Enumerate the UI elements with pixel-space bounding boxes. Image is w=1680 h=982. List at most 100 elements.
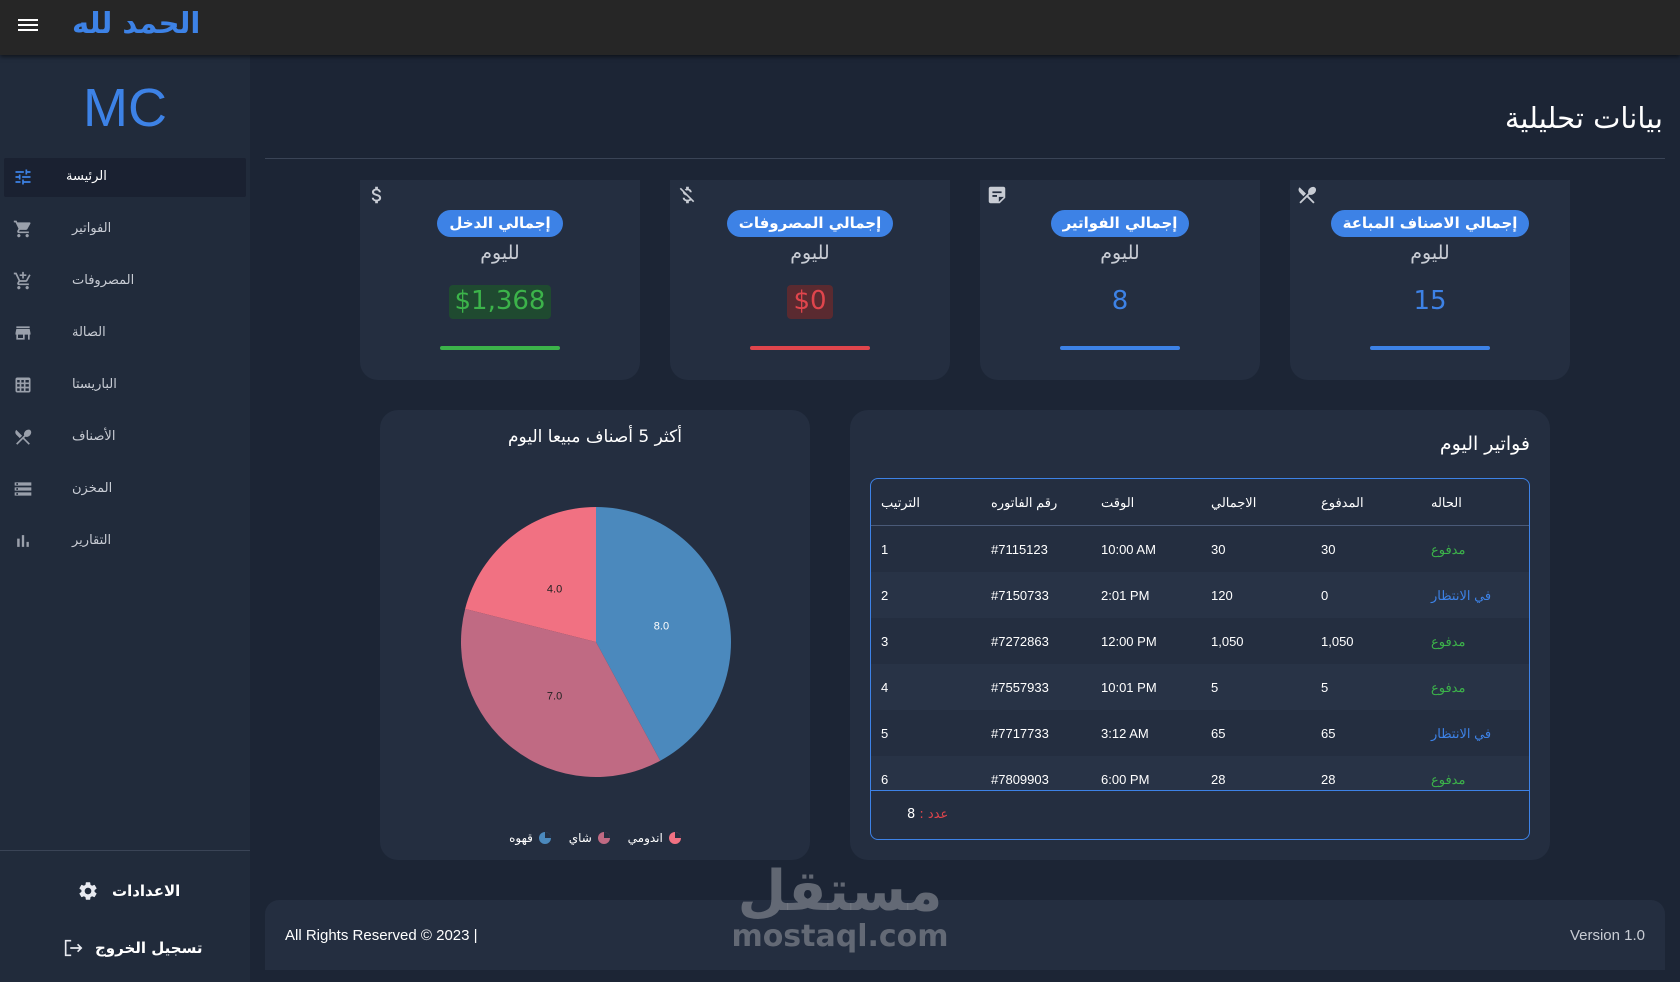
sidebar: MC الرئيسة الفواتير المصروفات الصالة الب… bbox=[0, 55, 250, 982]
cell-time: 10:00 AM bbox=[1101, 542, 1156, 557]
column-header-time: الوقت bbox=[1101, 495, 1135, 510]
invoice-count: عدد : 8 bbox=[907, 807, 948, 822]
sidebar-item-label: المخزن bbox=[72, 481, 113, 496]
cell-rank: 2 bbox=[881, 588, 889, 603]
cell-paid: 1,050 bbox=[1321, 634, 1354, 649]
stat-subtitle: لليوم bbox=[790, 242, 830, 264]
legend-label: شاي bbox=[568, 831, 592, 845]
watermark-arabic: مستقل bbox=[737, 859, 943, 924]
sidebar-item-label: المصروفات bbox=[72, 273, 135, 288]
page-footer: All Rights Reserved © 2023 | Version 1.0 bbox=[265, 900, 1665, 970]
hamburger-menu-icon[interactable] bbox=[16, 16, 40, 36]
sidebar-item-invoices[interactable]: الفواتير bbox=[4, 210, 246, 249]
cell-paid: 5 bbox=[1321, 680, 1329, 695]
cell-rank: 1 bbox=[881, 542, 889, 557]
cell-number: #7115123 bbox=[991, 542, 1048, 557]
sidebar-item-label: الصالة bbox=[72, 325, 106, 340]
stat-title: إجمالي الفواتير bbox=[1050, 210, 1190, 237]
cell-total: 28 bbox=[1211, 772, 1226, 787]
cell-rank: 4 bbox=[881, 680, 889, 695]
column-header-paid: المدفوع bbox=[1321, 495, 1364, 510]
cell-number: #7809903 bbox=[991, 772, 1049, 787]
stat-value: 8 bbox=[1111, 286, 1129, 316]
sliders-icon bbox=[15, 169, 31, 185]
pie-slice-tea[interactable] bbox=[460, 608, 661, 777]
legend-item-indomie[interactable]: اندومي bbox=[628, 831, 681, 845]
sidebar-item-expenses[interactable]: المصروفات bbox=[4, 262, 246, 301]
cell-total: 65 bbox=[1211, 726, 1226, 741]
watermark: مستقل mostaql.com bbox=[730, 862, 950, 952]
cell-rank: 6 bbox=[881, 772, 889, 787]
column-header-number: رقم الفاتوره bbox=[991, 495, 1058, 510]
cell-paid: 28 bbox=[1321, 772, 1336, 787]
cell-paid: 30 bbox=[1321, 542, 1336, 557]
sidebar-item-reports[interactable]: التقارير bbox=[4, 522, 246, 561]
cell-rank: 3 bbox=[881, 634, 889, 649]
stat-title: إجمالي المصروفات bbox=[726, 210, 894, 237]
top-bar: الحمد لله bbox=[0, 0, 1680, 55]
invoices-title: فواتير اليوم bbox=[1439, 433, 1530, 455]
copyright-text: All Rights Reserved © 2023 | bbox=[285, 927, 478, 944]
status-badge: مدفوع bbox=[1431, 680, 1466, 695]
sidebar-item-hall[interactable]: الصالة bbox=[4, 314, 246, 353]
storage-icon bbox=[14, 482, 32, 496]
cell-number: #7150733 bbox=[991, 588, 1049, 603]
legend-label: اندومي bbox=[627, 831, 663, 845]
sidebar-item-label: الباريستا bbox=[72, 377, 117, 392]
title-divider bbox=[265, 158, 1665, 159]
watermark-latin: mostaql.com bbox=[731, 919, 949, 954]
page-title: بيانات تحليلية bbox=[1504, 101, 1663, 135]
cell-time: 3:12 AM bbox=[1101, 726, 1149, 741]
pie-chart: 8.0 7.0 4.0 bbox=[460, 507, 731, 777]
pie-slice-label: 4.0 bbox=[547, 584, 562, 596]
cell-time: 10:01 PM bbox=[1101, 680, 1157, 695]
logout-icon bbox=[64, 939, 83, 957]
settings-label: الاعدادات bbox=[112, 882, 181, 900]
status-badge: مدفوع bbox=[1431, 542, 1466, 557]
legend-swatch bbox=[538, 832, 551, 844]
table-header: الترتيب رقم الفاتوره الوقت الاجمالي المد… bbox=[871, 479, 1529, 526]
sidebar-item-barista[interactable]: الباريستا bbox=[4, 366, 246, 405]
top-products-chart-panel: أكثر 5 أصناف مبيعا اليوم 8.0 7.0 4.0 اندوم… bbox=[380, 410, 810, 860]
count-label: عدد : bbox=[919, 807, 949, 822]
cell-rank: 5 bbox=[881, 726, 889, 741]
cell-total: 120 bbox=[1211, 588, 1233, 603]
todays-invoices-panel: فواتير اليوم الترتيب رقم الفاتوره الوقت … bbox=[850, 410, 1550, 860]
pie-slice-coffee[interactable] bbox=[596, 507, 731, 761]
table-row[interactable]: 2 #7150733 2:01 PM 120 0 في الانتظار bbox=[871, 572, 1529, 618]
sidebar-item-label: الرئيسة bbox=[66, 169, 107, 184]
stat-value: 15 bbox=[1413, 286, 1447, 316]
table-footer: عدد : 8 bbox=[871, 790, 1529, 839]
table-row[interactable]: 1 #7115123 10:00 AM 30 30 مدفوع bbox=[871, 526, 1529, 572]
column-header-rank: الترتيب bbox=[881, 495, 920, 510]
table-body: 1 #7115123 10:00 AM 30 30 مدفوع 2 #71507… bbox=[871, 526, 1529, 790]
sidebar-item-home[interactable]: الرئيسة bbox=[4, 158, 246, 197]
stat-subtitle: لليوم bbox=[1100, 242, 1140, 264]
table-row[interactable]: 5 #7717733 3:12 AM 65 65 في الانتظار bbox=[871, 710, 1529, 756]
sidebar-item-label: الفواتير bbox=[72, 221, 112, 236]
logout-button[interactable]: تسجيل الخروج bbox=[0, 932, 250, 966]
sidebar-item-products[interactable]: الأصناف bbox=[4, 418, 246, 457]
settings-button[interactable]: الاعدادات bbox=[0, 875, 250, 909]
stat-subtitle: لليوم bbox=[480, 242, 520, 264]
stat-value: $0 bbox=[787, 285, 833, 319]
stat-card-income: إجمالي الدخل لليوم $1,368 bbox=[360, 180, 640, 380]
table-row[interactable]: 3 #7272863 12:00 PM 1,050 1,050 مدفوع bbox=[871, 618, 1529, 664]
cell-paid: 65 bbox=[1321, 726, 1336, 741]
table-row[interactable]: 4 #7557933 10:01 PM 5 5 مدفوع bbox=[871, 664, 1529, 710]
legend-item-tea[interactable]: شاي bbox=[569, 831, 610, 845]
column-header-status: الحاله bbox=[1431, 495, 1462, 510]
pie-slice-label: 8.0 bbox=[654, 620, 669, 632]
pie-slice-indomie[interactable] bbox=[465, 507, 596, 642]
sidebar-item-storage[interactable]: المخزن bbox=[4, 470, 246, 509]
money-off-icon bbox=[679, 186, 695, 204]
table-row[interactable]: 6 #7809903 6:00 PM 28 28 مدفوع bbox=[871, 756, 1529, 790]
brand-title: الحمد لله bbox=[72, 6, 201, 40]
status-badge: مدفوع bbox=[1431, 634, 1466, 649]
cell-number: #7557933 bbox=[991, 680, 1049, 695]
legend-item-coffee[interactable]: قهوه bbox=[509, 831, 551, 845]
utensils-icon bbox=[1298, 186, 1317, 204]
stat-card-expenses: إجمالي المصروفات لليوم $0 bbox=[670, 180, 950, 380]
sidebar-logo: MC bbox=[83, 78, 167, 138]
column-header-total: الاجمالي bbox=[1211, 495, 1257, 510]
